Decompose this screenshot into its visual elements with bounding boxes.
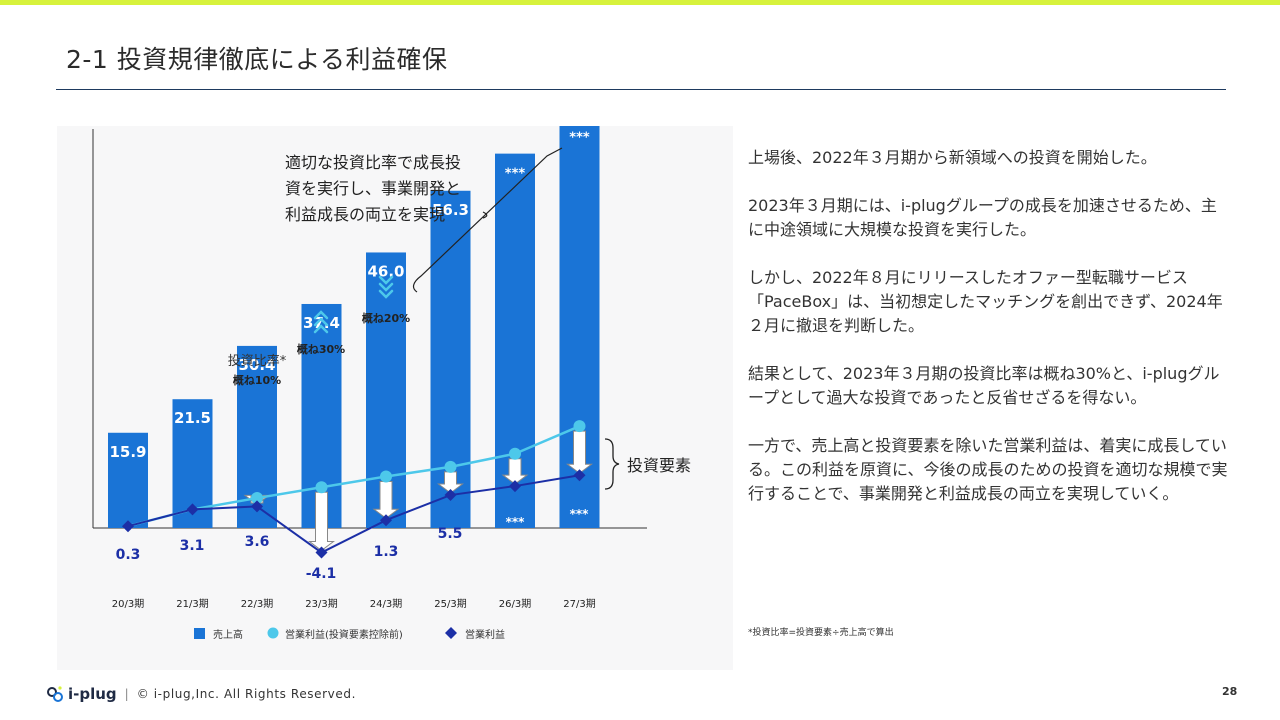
ratio-10: 概ね10%: [233, 373, 281, 387]
bar-label-22/3期: 30.4: [238, 356, 275, 374]
bar-label-20/3期: 15.9: [109, 443, 146, 461]
i-plug-logo-icon: [47, 686, 63, 702]
op-label-21/3期: 3.1: [180, 538, 205, 554]
point-before-investment-23/3期: [315, 481, 328, 494]
bar-20/3期: [108, 432, 148, 528]
point-before-investment-25/3期: [444, 460, 457, 473]
legend-swatch-operating-profit: [445, 627, 457, 639]
legend-swatch-before-investment: [267, 627, 279, 639]
point-operating-profit-20/3期: [122, 520, 134, 533]
page-title: 2-1 投資規律徹底による利益確保: [66, 45, 448, 74]
chevron-up-icon: [313, 317, 329, 327]
investment-brace: [604, 438, 620, 490]
point-before-investment-27/3期: [573, 420, 586, 433]
commentary: 上場後、2022年３月期から新領域への投資を開始した。 2023年３月期には、i…: [748, 146, 1228, 530]
strategy-leader-line: [412, 147, 563, 293]
commentary-paragraph-3: しかし、2022年８月にリリースしたオファー型転職サービス「PaceBox」は、…: [748, 268, 1223, 335]
investment-arrow-shape: [566, 430, 593, 474]
x-tick-21/3期: 21/3期: [176, 598, 208, 610]
op-label-27/3期: ***: [570, 507, 590, 521]
point-before-investment-24/3期: [380, 470, 392, 483]
legend-label-before-investment: 営業利益(投資要素控除前): [285, 628, 403, 641]
commentary-paragraph-2: 2023年３月期には、i-plugグループの成長を加速させるため、主に中途領域に…: [748, 196, 1217, 239]
down-chevrons-icon: [378, 275, 394, 299]
legend-swatch-revenue: [194, 628, 205, 639]
bar-label-24/3期: 46.0: [367, 262, 404, 280]
bar-label-26/3期: ***: [505, 167, 526, 182]
chart: 15.9 21.5 30.4 37.4 46.0 56.3 *** *** 0.3 3.1 3.6 -…: [92, 126, 691, 641]
op-label-23/3期: -4.1: [306, 566, 337, 582]
ratio-label: 投資比率*: [228, 353, 287, 369]
bar-label-25/3期: 56.3: [432, 201, 469, 219]
logo-text: i-plug: [68, 685, 117, 703]
footer: i-plug | © i-plug,Inc. All Rights Reserv…: [46, 684, 356, 704]
op-label-22/3期: 3.6: [245, 534, 270, 550]
point-operating-profit-24/3期: [380, 514, 392, 527]
x-tick-20/3期: 20/3期: [112, 598, 144, 610]
line-operating-profit-before-investment: [127, 425, 580, 528]
chevron-down-icon: [378, 289, 394, 299]
op-label-20/3期: 0.3: [116, 547, 141, 563]
copyright: © i-plug,Inc. All Rights Reserved.: [136, 687, 356, 701]
investment-arrow-shape: [437, 471, 464, 494]
investment-arrow-23/3期: [308, 491, 335, 552]
investment-arrow-24/3期: [372, 480, 400, 519]
legend-label-operating-profit: 営業利益: [465, 628, 505, 641]
investment-arrow-27/3期: [566, 430, 593, 474]
chart-panel: 15.9 21.5 30.4 37.4 46.0 56.3 *** *** 0.3 3.1 3.6 -…: [57, 126, 733, 670]
commentary-paragraph-5: 一方で、売上高と投資要素を除いた営業利益は、着実に成長している。この利益を原資に…: [748, 436, 1228, 503]
op-label-25/3期: 5.5: [438, 526, 463, 542]
x-tick-27/3期: 27/3期: [563, 598, 595, 610]
point-operating-profit-26/3期: [509, 480, 521, 493]
x-tick-23/3期: 23/3期: [305, 598, 337, 610]
investment-element-label: 投資要素: [627, 456, 691, 475]
point-before-investment-22/3期: [251, 492, 263, 505]
commentary-paragraph-4: 結果として、2023年３月期の投資比率は概ね30%と、i-plugグループとして…: [748, 364, 1220, 407]
bar-label-27/3期: ***: [569, 131, 590, 146]
op-label-24/3期: 1.3: [374, 544, 399, 560]
point-operating-profit-25/3期: [444, 489, 457, 502]
point-operating-profit-21/3期: [186, 503, 199, 516]
strategy-note-line-2: 資を実行し、事業開発と: [285, 179, 461, 198]
chevron-down-icon: [378, 282, 394, 292]
legend-label-revenue: 売上高: [213, 628, 243, 641]
investment-arrow-25/3期: [437, 471, 464, 494]
point-operating-profit-22/3期: [251, 500, 263, 513]
accent-bar: [0, 0, 1280, 5]
commentary-paragraph-1: 上場後、2022年３月期から新領域への投資を開始した。: [748, 148, 1157, 167]
strategy-note-bracket: [482, 211, 488, 219]
x-tick-25/3期: 25/3期: [434, 598, 466, 610]
investment-arrow-26/3期: [501, 458, 529, 485]
up-chevrons-icon: [313, 310, 329, 334]
chevron-down-icon: [378, 275, 394, 285]
point-operating-profit-23/3期: [315, 546, 328, 559]
bar-label-23/3期: 37.4: [303, 314, 340, 332]
point-before-investment-26/3期: [509, 447, 521, 460]
page-number: 28: [1222, 685, 1238, 698]
ratio-30: 概ね30%: [297, 342, 345, 356]
ratio-20: 概ね20%: [362, 311, 410, 325]
x-tick-22/3期: 22/3期: [241, 598, 273, 610]
x-tick-26/3期: 26/3期: [499, 598, 531, 610]
bar-label-21/3期: 21.5: [174, 409, 211, 427]
footnote: *投資比率=投資要素÷売上高で算出: [748, 628, 894, 638]
strategy-note-line-1: 適切な投資比率で成長投: [285, 153, 461, 172]
footer-separator: |: [124, 687, 129, 701]
point-operating-profit-27/3期: [573, 469, 586, 482]
line-operating-profit: [127, 474, 580, 554]
title-divider: [56, 89, 1226, 90]
investment-arrow-shape: [501, 458, 529, 485]
x-tick-24/3期: 24/3期: [370, 598, 402, 610]
chevron-up-icon: [313, 324, 329, 334]
investment-arrow-shape: [308, 491, 335, 552]
chevron-up-icon: [313, 310, 329, 320]
op-label-26/3期: ***: [506, 515, 526, 529]
investment-arrow-shape: [372, 480, 400, 519]
strategy-note-line-3: 利益成長の両立を実現: [285, 205, 445, 224]
